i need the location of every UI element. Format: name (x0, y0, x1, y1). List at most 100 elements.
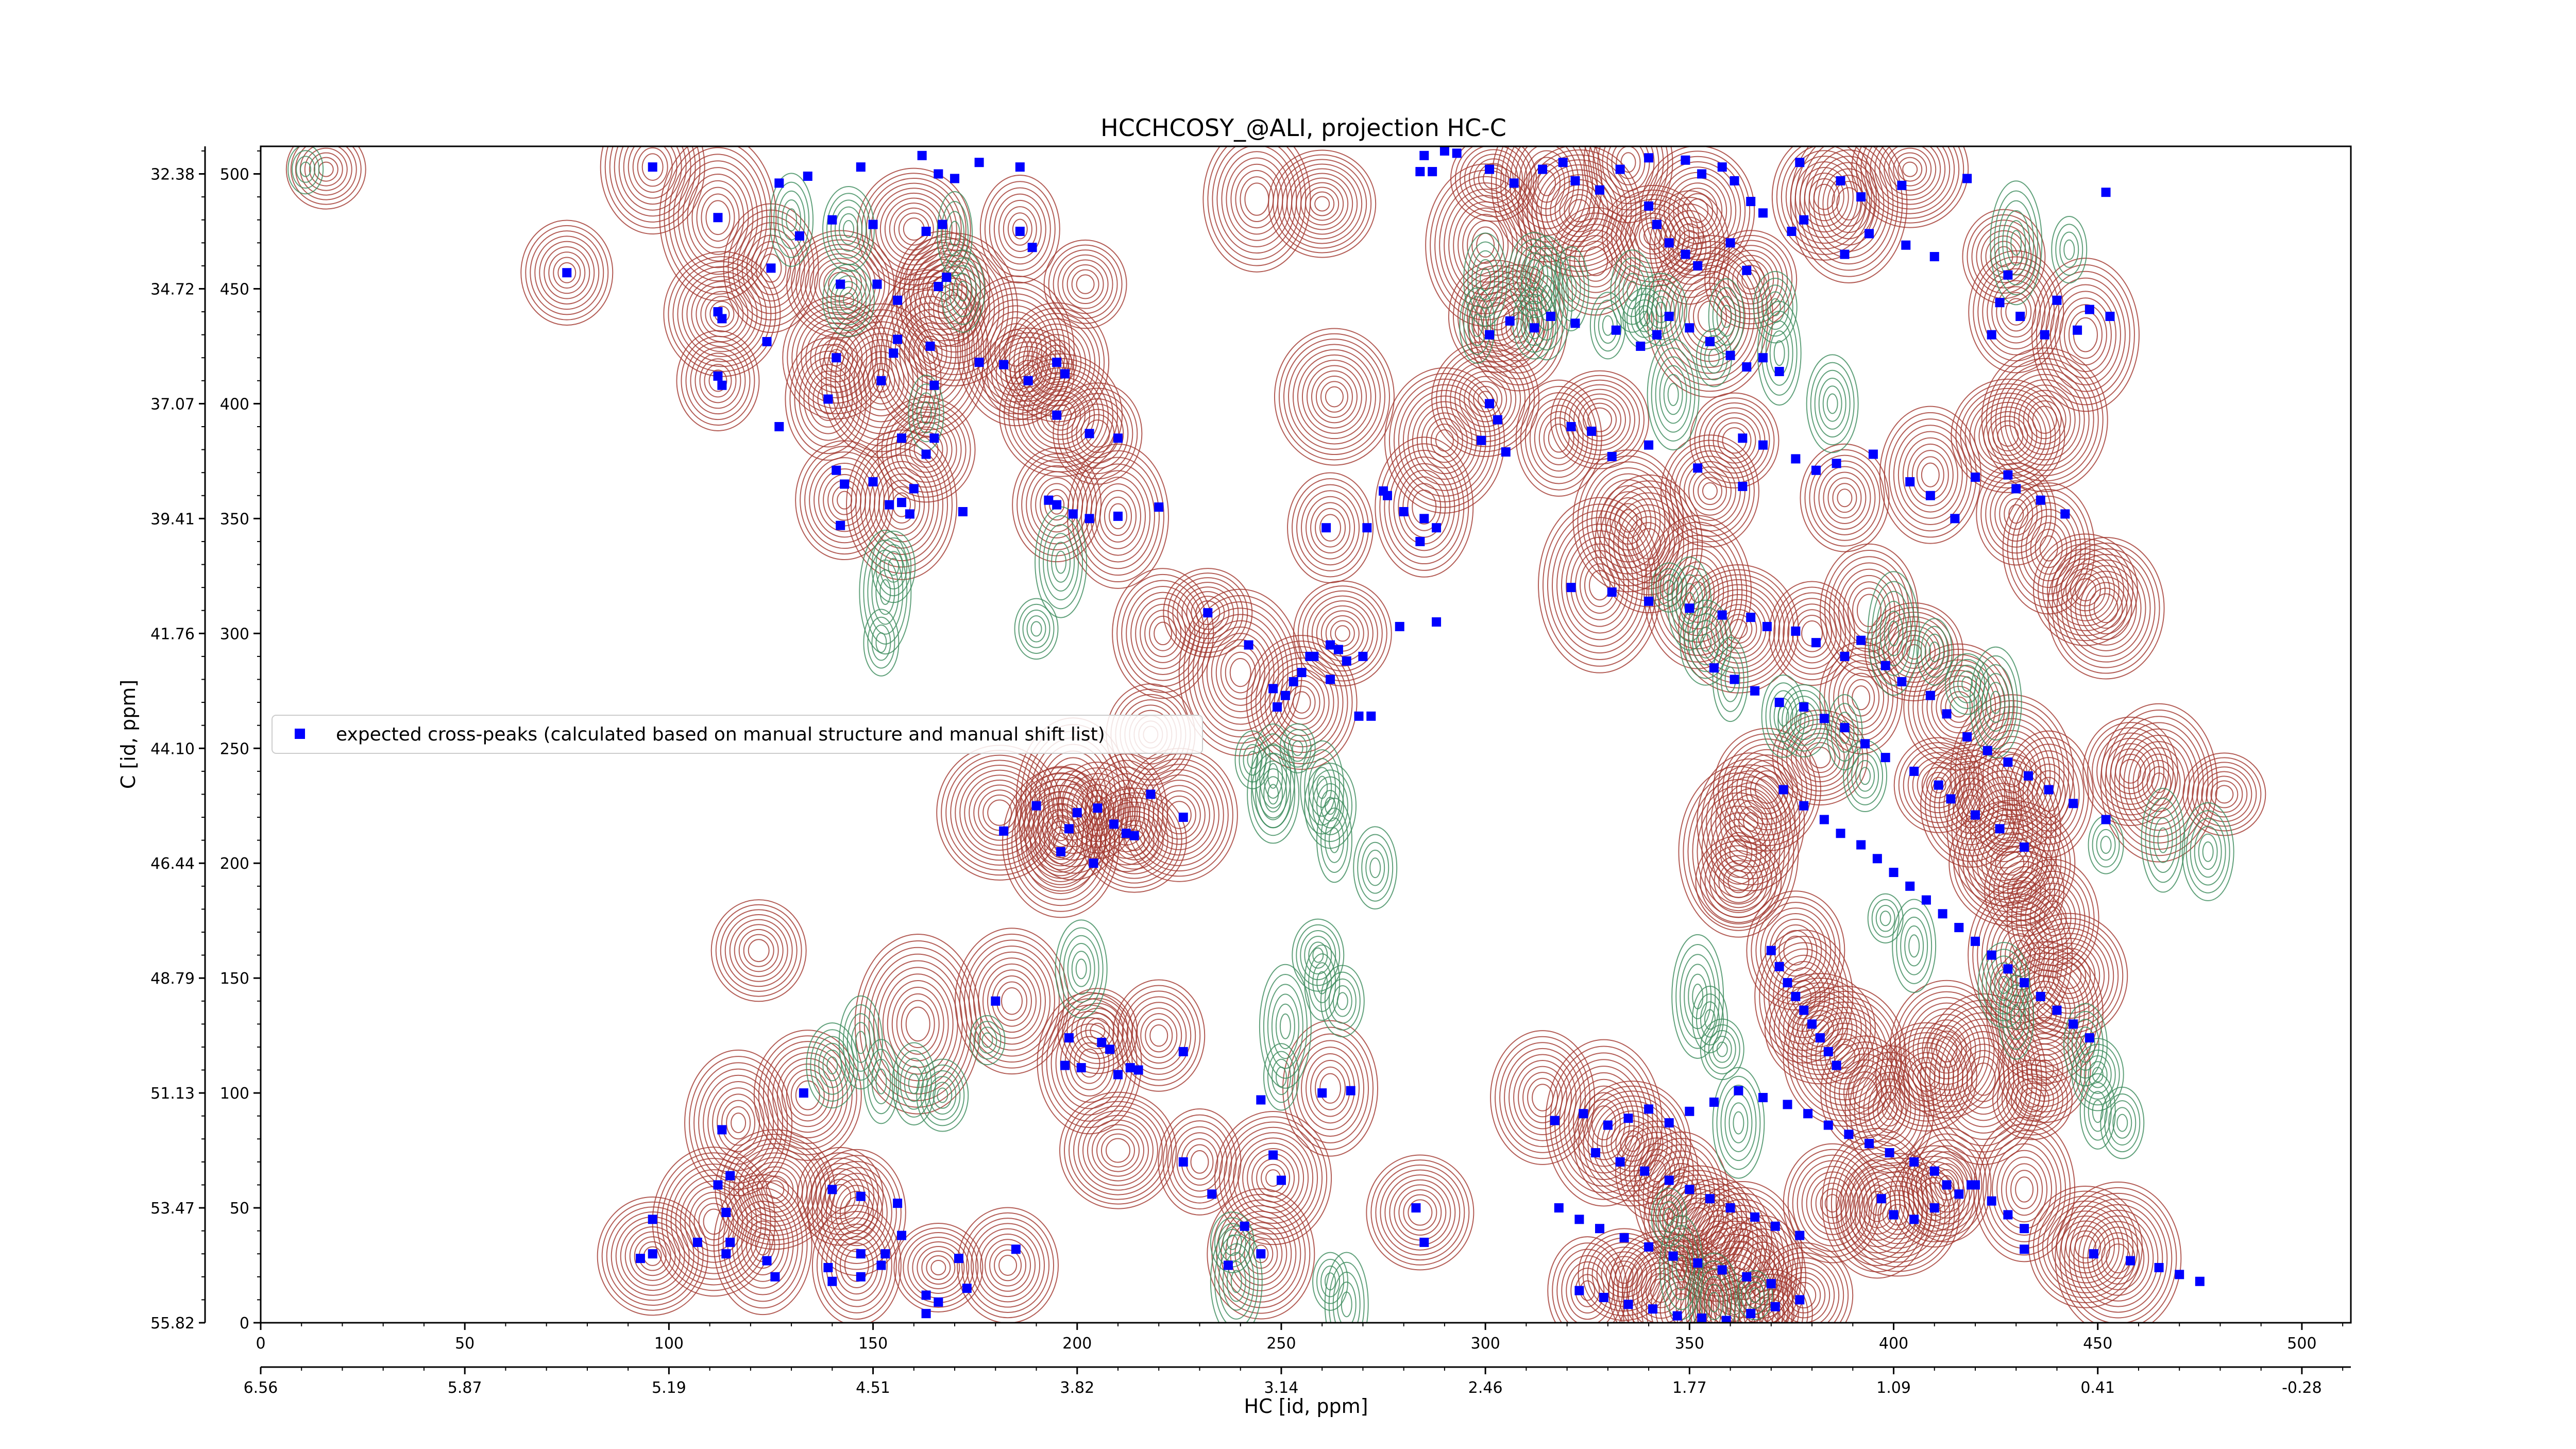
contour-ring (975, 299, 1056, 402)
contour-ring (1610, 249, 1655, 333)
contour-peak-negative (1055, 919, 1108, 1019)
contour-peak-positive (2028, 1185, 2143, 1308)
contour-ring (2079, 1049, 2116, 1100)
contour-ring (1202, 146, 1311, 273)
contour-ring (1275, 1066, 1287, 1087)
contour-ring (1066, 998, 1129, 1064)
x-tick-label: 500 (2287, 1335, 2316, 1353)
cross-peak-marker (1109, 819, 1119, 829)
cross-peak-marker (1697, 169, 1707, 179)
contour-ring (1012, 218, 1028, 240)
cross-peak-marker (823, 1262, 833, 1272)
contour-peak-negative (1753, 271, 1798, 344)
contour-ring (957, 1207, 1059, 1323)
contour-ring (961, 1212, 1055, 1319)
contour-ring (1513, 1060, 1572, 1136)
contour-ring (1667, 383, 1679, 407)
cross-peak-marker (880, 1249, 890, 1259)
ppm-y-tick-label: 51.13 (150, 1085, 195, 1103)
contour-ring (1971, 1063, 1996, 1096)
contour-ring (1267, 984, 1303, 1069)
contour-ring (1688, 613, 1724, 672)
cross-peak-marker (1146, 789, 1156, 799)
cross-peak-marker (1664, 1118, 1674, 1128)
contour-ring (1950, 696, 1969, 718)
contour-ring (1149, 1024, 1168, 1047)
cross-peak-marker (2052, 295, 2062, 305)
contour-ring (1998, 1017, 2091, 1123)
cross-peak-marker (1889, 1210, 1899, 1220)
contour-ring (1669, 445, 1750, 537)
contour-ring (2009, 379, 2080, 461)
contour-ring (2087, 1221, 2149, 1296)
contour-ring (1238, 1137, 1309, 1219)
contour-ring (2051, 1210, 2120, 1284)
contour-ring (1092, 1124, 1145, 1177)
contour-ring (1934, 1169, 1959, 1201)
contour-ring (2024, 1092, 2040, 1108)
contour-ring (1247, 745, 1300, 844)
contour-ring (789, 344, 867, 454)
contour-ring (863, 609, 900, 677)
contour-ring (729, 919, 788, 982)
contour-peak-positive (710, 899, 807, 1002)
ppm-x-tick-label: 5.19 (652, 1379, 686, 1397)
cross-peak-marker (1399, 507, 1409, 516)
contour-ring (904, 315, 957, 391)
contour-ring (1831, 1140, 1924, 1266)
contour-ring (945, 211, 965, 257)
contour-ring (816, 1160, 897, 1264)
cross-peak-marker (999, 360, 1009, 369)
cross-peak-marker (1929, 1166, 1939, 1176)
contour-ring (875, 632, 887, 653)
contour-ring (1560, 218, 1632, 305)
contour-ring (1641, 1257, 1722, 1323)
contour-ring (1977, 893, 2064, 1017)
contour-ring (1917, 1014, 1976, 1085)
contour-ring (1587, 407, 1613, 432)
cross-peak-marker (692, 1237, 702, 1247)
cross-peak-marker (1358, 651, 1368, 661)
contour-ring (1814, 369, 1851, 438)
contour-ring (1144, 610, 1182, 658)
contour-ring (287, 146, 324, 195)
cross-peak-marker (1129, 831, 1139, 840)
contour-ring (1757, 278, 1793, 337)
contour-ring (1311, 370, 1358, 424)
contour-ring (808, 370, 849, 428)
contour-ring (843, 220, 855, 239)
contour-ring (831, 275, 867, 326)
contour-ring (1057, 254, 1113, 314)
contour-ring (677, 266, 767, 362)
contour-ring (1267, 763, 1279, 789)
cross-peak-marker (1530, 323, 1539, 333)
contour-ring (982, 963, 1041, 1039)
contour-ring (1032, 334, 1082, 391)
cross-peak-marker (1807, 1019, 1817, 1029)
contour-ring (1116, 574, 1210, 693)
contour-ring (1718, 245, 1784, 315)
contour-ring (1293, 580, 1392, 687)
contour-ring (727, 209, 815, 327)
cross-peak-marker (1607, 451, 1617, 461)
contour-ring (1112, 568, 1214, 699)
contour-ring (1251, 752, 1296, 836)
contour-peak-positive (2055, 1182, 2182, 1323)
cross-peak-marker (1550, 1116, 1560, 1125)
contour-ring (1504, 1048, 1582, 1148)
contour-ring (1663, 374, 1683, 415)
contour-ring (1059, 1091, 1177, 1209)
contour-ring (1591, 473, 1666, 569)
contour-ring (1016, 785, 1106, 900)
contour-ring (891, 986, 944, 1062)
contour-ring (1308, 758, 1336, 817)
contour-ring (767, 1047, 848, 1144)
contour-ring (1859, 767, 1871, 785)
cross-peak-marker (770, 1272, 780, 1282)
cross-peak-marker (836, 279, 845, 289)
contour-ring (707, 1081, 770, 1165)
contour-ring (1393, 378, 1496, 502)
contour-ring (2031, 258, 2140, 412)
contour-ring (1619, 1126, 1694, 1216)
contour-ring (1325, 386, 1344, 408)
